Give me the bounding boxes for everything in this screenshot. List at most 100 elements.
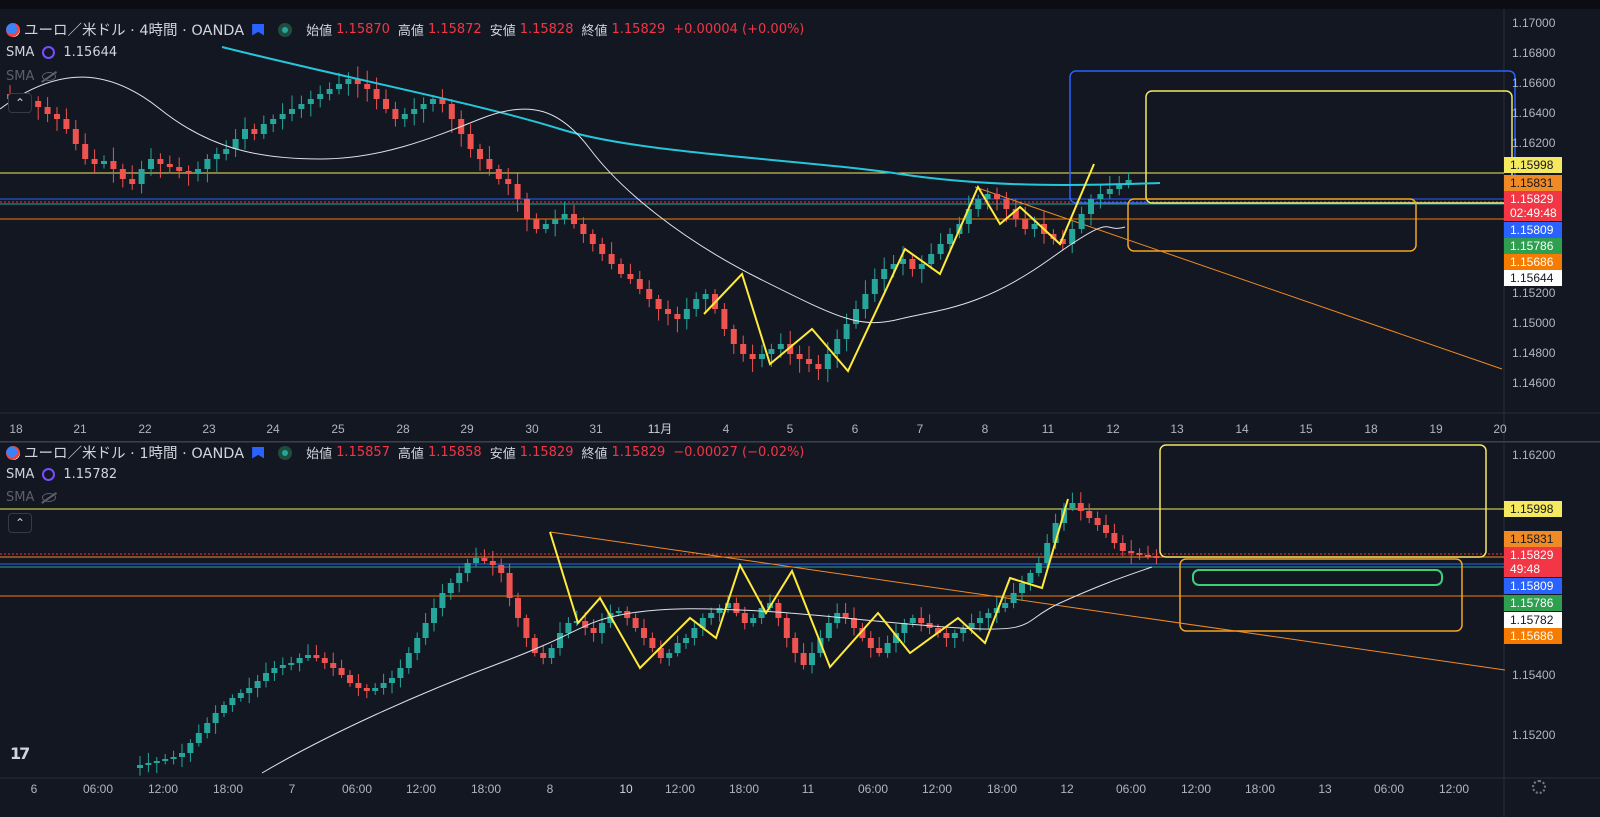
sma-indicator-legend[interactable]: SMA 1.15644 bbox=[6, 45, 117, 60]
candle-body bbox=[984, 194, 991, 199]
candle-body bbox=[533, 219, 540, 229]
candle-body bbox=[411, 109, 418, 114]
time-axis-label: 10 bbox=[619, 782, 633, 796]
candle-body bbox=[636, 279, 643, 289]
candle-body bbox=[657, 648, 664, 658]
chart-title[interactable]: ユーロ／米ドル · 4時間 · OANDA bbox=[24, 23, 245, 39]
candle-body bbox=[481, 558, 488, 561]
candle-body bbox=[157, 159, 164, 164]
time-axis-label: 06:00 bbox=[342, 782, 372, 796]
symbol-legend-1h: ユーロ／米ドル · 1時間 · OANDA 始値 1.15857 高値 1.15… bbox=[6, 443, 804, 463]
candle-body bbox=[1119, 543, 1126, 551]
candle-body bbox=[401, 114, 408, 119]
hidden-eye-icon[interactable] bbox=[42, 493, 57, 502]
indicator-settings-icon[interactable] bbox=[42, 468, 56, 481]
candle-body bbox=[699, 618, 706, 628]
candle-body bbox=[148, 159, 154, 169]
candle-body bbox=[582, 621, 589, 628]
candle-body bbox=[1077, 503, 1084, 511]
candle-body bbox=[317, 94, 324, 99]
candle-body bbox=[185, 171, 192, 174]
market-status-icon[interactable] bbox=[278, 445, 293, 460]
time-axis-label: 06:00 bbox=[858, 782, 888, 796]
candle-body bbox=[740, 344, 747, 354]
candle-body bbox=[464, 563, 471, 573]
candle-body bbox=[649, 638, 656, 648]
indicator-settings-icon[interactable] bbox=[42, 46, 56, 59]
price-tag-label: 1.15829 bbox=[1510, 192, 1554, 206]
market-status-icon[interactable] bbox=[278, 22, 293, 37]
price-tag-bg bbox=[1504, 628, 1562, 644]
chart-canvas-4h[interactable]: 1.17000 1.16800 1.16600 1.16400 1.16200 1.152… bbox=[0, 9, 1600, 441]
price-tag-bg bbox=[1504, 157, 1562, 173]
candle-body bbox=[305, 655, 311, 658]
price-axis-label: 1.15200 bbox=[1512, 728, 1556, 742]
candle-body bbox=[195, 169, 201, 174]
chart-pane-4h[interactable]: 1.17000 1.16800 1.16600 1.16400 1.16200 1.152… bbox=[0, 0, 1600, 441]
tradingview-logo[interactable]: 17 bbox=[10, 744, 30, 763]
time-axis-label: 18:00 bbox=[213, 782, 243, 796]
candle-body bbox=[708, 613, 715, 618]
time-axis-label: 31 bbox=[589, 422, 603, 436]
time-axis-label: 12 bbox=[1106, 422, 1120, 436]
chart-pane-1h[interactable]: 1.16200 1.15400 1.15200 1.15998 1.15831 1.158… bbox=[0, 442, 1600, 817]
candle-body bbox=[153, 761, 160, 763]
candle-body bbox=[288, 663, 295, 665]
candle-body bbox=[514, 184, 521, 199]
candle-body bbox=[901, 623, 908, 633]
sma2-label: SMA bbox=[6, 490, 35, 505]
candle-body bbox=[91, 159, 98, 164]
candle-body bbox=[505, 179, 512, 184]
sma-indicator-legend[interactable]: SMA 1.15782 bbox=[6, 467, 117, 482]
sma-label: SMA bbox=[6, 45, 35, 60]
candle-body bbox=[229, 698, 236, 705]
candle-body bbox=[571, 214, 577, 224]
time-axis-label: 28 bbox=[396, 422, 410, 436]
candle-body bbox=[223, 149, 230, 154]
candle-body bbox=[918, 264, 925, 269]
collapse-legend-button[interactable]: ⌃ bbox=[8, 93, 32, 113]
candle-body bbox=[1050, 234, 1057, 239]
candle-body bbox=[758, 608, 765, 618]
hidden-eye-icon[interactable] bbox=[42, 72, 57, 81]
candle-body bbox=[665, 309, 671, 314]
collapse-legend-button[interactable]: ⌃ bbox=[8, 513, 32, 533]
high-label: 高値 bbox=[397, 24, 424, 39]
candle-body bbox=[1125, 180, 1132, 184]
candle-body bbox=[498, 565, 505, 573]
price-tag-bg bbox=[1504, 254, 1562, 270]
time-axis-label: 18 bbox=[1364, 422, 1378, 436]
candle-body bbox=[313, 655, 320, 658]
candle-body bbox=[1012, 209, 1019, 219]
price-tag-bg bbox=[1504, 205, 1562, 221]
sma-hidden-legend[interactable]: SMA bbox=[6, 490, 57, 505]
candle-body bbox=[825, 623, 832, 638]
candle-body bbox=[330, 663, 337, 668]
candle-body bbox=[834, 339, 841, 354]
candle-body bbox=[951, 633, 958, 638]
candle-body bbox=[646, 289, 653, 299]
candle-body bbox=[725, 603, 731, 608]
candle-body bbox=[271, 668, 278, 673]
candle-body bbox=[523, 618, 530, 638]
time-axis-label: 12:00 bbox=[1439, 782, 1469, 796]
candle-body bbox=[1153, 556, 1160, 558]
time-axis-label: 12:00 bbox=[922, 782, 952, 796]
trend-line bbox=[974, 186, 1503, 370]
candle-body bbox=[195, 733, 202, 743]
candle-body bbox=[489, 561, 496, 565]
bookmark-flag-icon[interactable] bbox=[252, 446, 265, 459]
chart-canvas-1h[interactable]: 1.16200 1.15400 1.15200 1.15998 1.15831 1.158… bbox=[0, 443, 1600, 817]
sma-hidden-legend[interactable]: SMA bbox=[6, 69, 57, 84]
close-label: 終値 bbox=[581, 447, 608, 462]
chart-title[interactable]: ユーロ／米ドル · 1時間 · OANDA bbox=[24, 446, 245, 462]
price-tag-bg bbox=[1504, 595, 1562, 611]
open-label: 始値 bbox=[306, 24, 333, 39]
candle-body bbox=[431, 608, 437, 623]
settings-gear-icon[interactable] bbox=[1532, 780, 1546, 794]
candle-body bbox=[994, 194, 1000, 199]
bookmark-flag-icon[interactable] bbox=[252, 23, 265, 36]
candle-body bbox=[1003, 199, 1010, 209]
candle-body bbox=[800, 653, 807, 665]
candle-body bbox=[279, 665, 286, 668]
